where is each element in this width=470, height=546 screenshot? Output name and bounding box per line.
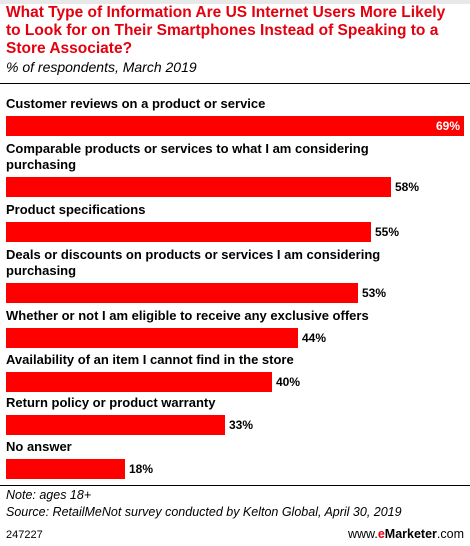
bar-row: Return policy or product warranty 33% <box>6 395 253 435</box>
category-label: Customer reviews on a product or service <box>6 96 265 111</box>
category-label: Availability of an item I cannot find in… <box>6 352 294 367</box>
category-label: Return policy or product warranty <box>6 395 216 410</box>
category-label: Whether or not I am eligible to receive … <box>6 308 369 323</box>
bar <box>6 283 358 303</box>
bar-row: Availability of an item I cannot find in… <box>6 352 300 392</box>
category-label: No answer <box>6 439 72 454</box>
footer-divider <box>0 485 470 486</box>
bar <box>6 372 272 392</box>
bar <box>6 116 464 136</box>
footnote: Note: ages 18+ <box>6 488 92 502</box>
value-label: 33% <box>229 418 253 432</box>
bar-row: Comparable products or services to what … <box>6 141 419 197</box>
bar <box>6 328 298 348</box>
bar-row: Customer reviews on a product or service… <box>6 96 464 136</box>
bar-row: Whether or not I am eligible to receive … <box>6 308 369 348</box>
chart-subtitle: % of respondents, March 2019 <box>6 59 197 75</box>
value-label: 18% <box>129 462 153 476</box>
bar-row: No answer 18% <box>6 439 153 479</box>
value-label: 69% <box>436 119 460 133</box>
value-label: 58% <box>395 180 419 194</box>
value-label: 53% <box>362 286 386 300</box>
value-label: 44% <box>302 331 326 345</box>
category-label: Deals or discounts on products or servic… <box>6 247 380 278</box>
bar-row: Deals or discounts on products or servic… <box>6 247 386 303</box>
bar <box>6 415 225 435</box>
brand-www: www. <box>347 527 378 541</box>
brand-e: e <box>377 527 385 541</box>
brand-suffix: .com <box>436 527 464 541</box>
category-label: Comparable products or services to what … <box>6 141 369 172</box>
brand-name: Marketer <box>384 527 437 541</box>
header-divider <box>0 83 470 84</box>
source-note: Source: RetailMeNot survey conducted by … <box>6 505 402 519</box>
bar <box>6 222 371 242</box>
bar <box>6 459 125 479</box>
category-label: Product specifications <box>6 202 145 217</box>
chart-title: What Type of Information Are US Internet… <box>6 4 446 57</box>
chart-id: 247227 <box>6 529 43 541</box>
bar <box>6 177 391 197</box>
emarketer-logo: www.eMarketer.com <box>348 527 464 541</box>
value-label: 40% <box>276 375 300 389</box>
bar-row: Product specifications 55% <box>6 202 399 242</box>
value-label: 55% <box>375 225 399 239</box>
top-rule <box>0 0 470 4</box>
